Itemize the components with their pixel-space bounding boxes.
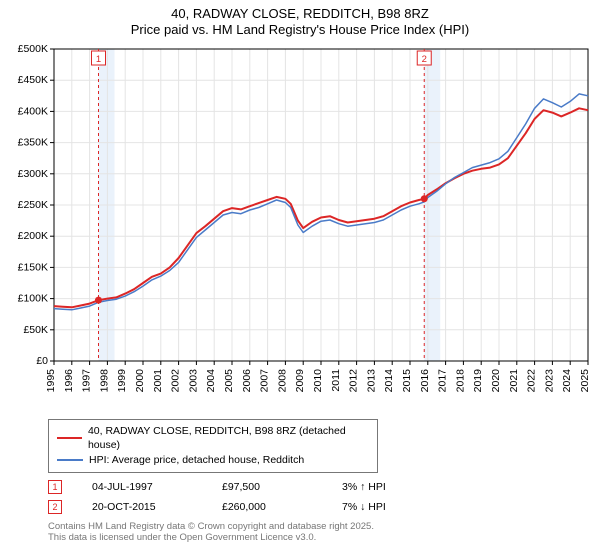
svg-text:2008: 2008	[276, 368, 288, 392]
footer-line2: This data is licensed under the Open Gov…	[48, 532, 592, 544]
legend-label: 40, RADWAY CLOSE, REDDITCH, B98 8RZ (det…	[88, 424, 369, 453]
svg-text:2024: 2024	[561, 368, 573, 392]
sale-price: £260,000	[222, 501, 312, 513]
svg-text:2011: 2011	[330, 368, 342, 391]
svg-text:£350K: £350K	[18, 136, 48, 148]
sale-marker-icon: 2	[48, 500, 62, 514]
sale-hpi-diff: 3% ↑ HPI	[342, 481, 432, 493]
svg-text:2004: 2004	[205, 368, 217, 392]
svg-text:1996: 1996	[63, 368, 75, 392]
svg-text:2023: 2023	[543, 368, 555, 392]
svg-text:2015: 2015	[401, 368, 413, 392]
legend-item: 40, RADWAY CLOSE, REDDITCH, B98 8RZ (det…	[57, 424, 369, 453]
svg-text:2019: 2019	[472, 368, 484, 392]
svg-text:2000: 2000	[134, 368, 146, 392]
svg-text:2007: 2007	[259, 368, 271, 392]
sale-price: £97,500	[222, 481, 312, 493]
sale-date: 20-OCT-2015	[92, 501, 192, 513]
svg-text:2025: 2025	[579, 368, 591, 392]
svg-text:£450K: £450K	[18, 74, 48, 86]
svg-text:2022: 2022	[526, 368, 538, 392]
svg-text:2006: 2006	[241, 368, 253, 392]
svg-text:£300K: £300K	[18, 167, 48, 179]
svg-text:2010: 2010	[312, 368, 324, 392]
svg-text:2021: 2021	[508, 368, 520, 392]
svg-text:£200K: £200K	[18, 230, 48, 242]
svg-text:2003: 2003	[187, 368, 199, 392]
sale-marker-icon: 1	[48, 480, 62, 494]
svg-text:£500K: £500K	[18, 43, 48, 55]
svg-text:2009: 2009	[294, 368, 306, 392]
svg-text:2005: 2005	[223, 368, 235, 392]
svg-text:2014: 2014	[383, 368, 395, 392]
svg-text:2016: 2016	[419, 368, 431, 392]
sales-table: 1 04-JUL-1997 £97,500 3% ↑ HPI 2 20-OCT-…	[48, 477, 592, 517]
svg-text:1995: 1995	[45, 368, 57, 392]
svg-text:1999: 1999	[116, 368, 128, 392]
svg-text:2012: 2012	[348, 368, 360, 392]
svg-text:1997: 1997	[81, 368, 93, 392]
sale-hpi-diff: 7% ↓ HPI	[342, 501, 432, 513]
svg-text:2020: 2020	[490, 368, 502, 392]
price-chart: £0 £50K £100K £150K £200K £250K £300K £350K £400…	[8, 43, 592, 413]
svg-text:£0: £0	[36, 355, 48, 367]
svg-text:1998: 1998	[98, 368, 110, 392]
footer-line1: Contains HM Land Registry data © Crown c…	[48, 521, 592, 533]
svg-text:£150K: £150K	[18, 261, 48, 273]
svg-text:2001: 2001	[152, 368, 164, 392]
chart-title: 40, RADWAY CLOSE, REDDITCH, B98 8RZ Pric…	[8, 6, 592, 39]
legend: 40, RADWAY CLOSE, REDDITCH, B98 8RZ (det…	[48, 419, 378, 473]
svg-text:1: 1	[96, 54, 101, 65]
sale-row: 1 04-JUL-1997 £97,500 3% ↑ HPI	[48, 477, 592, 497]
svg-text:£50K: £50K	[23, 323, 48, 335]
title-line1: 40, RADWAY CLOSE, REDDITCH, B98 8RZ	[8, 6, 592, 22]
footer: Contains HM Land Registry data © Crown c…	[48, 521, 592, 545]
svg-text:£100K: £100K	[18, 292, 48, 304]
legend-item: HPI: Average price, detached house, Redd…	[57, 453, 369, 468]
sale-row: 2 20-OCT-2015 £260,000 7% ↓ HPI	[48, 497, 592, 517]
legend-swatch	[57, 459, 83, 461]
svg-text:2017: 2017	[437, 368, 449, 392]
svg-text:2002: 2002	[170, 368, 182, 392]
svg-text:£400K: £400K	[18, 105, 48, 117]
svg-text:2: 2	[422, 54, 427, 65]
legend-label: HPI: Average price, detached house, Redd…	[89, 453, 304, 468]
svg-text:2013: 2013	[365, 368, 377, 392]
svg-text:2018: 2018	[454, 368, 466, 392]
svg-text:£250K: £250K	[18, 199, 48, 211]
legend-swatch	[57, 437, 82, 439]
sale-date: 04-JUL-1997	[92, 481, 192, 493]
title-line2: Price paid vs. HM Land Registry's House …	[8, 22, 592, 38]
